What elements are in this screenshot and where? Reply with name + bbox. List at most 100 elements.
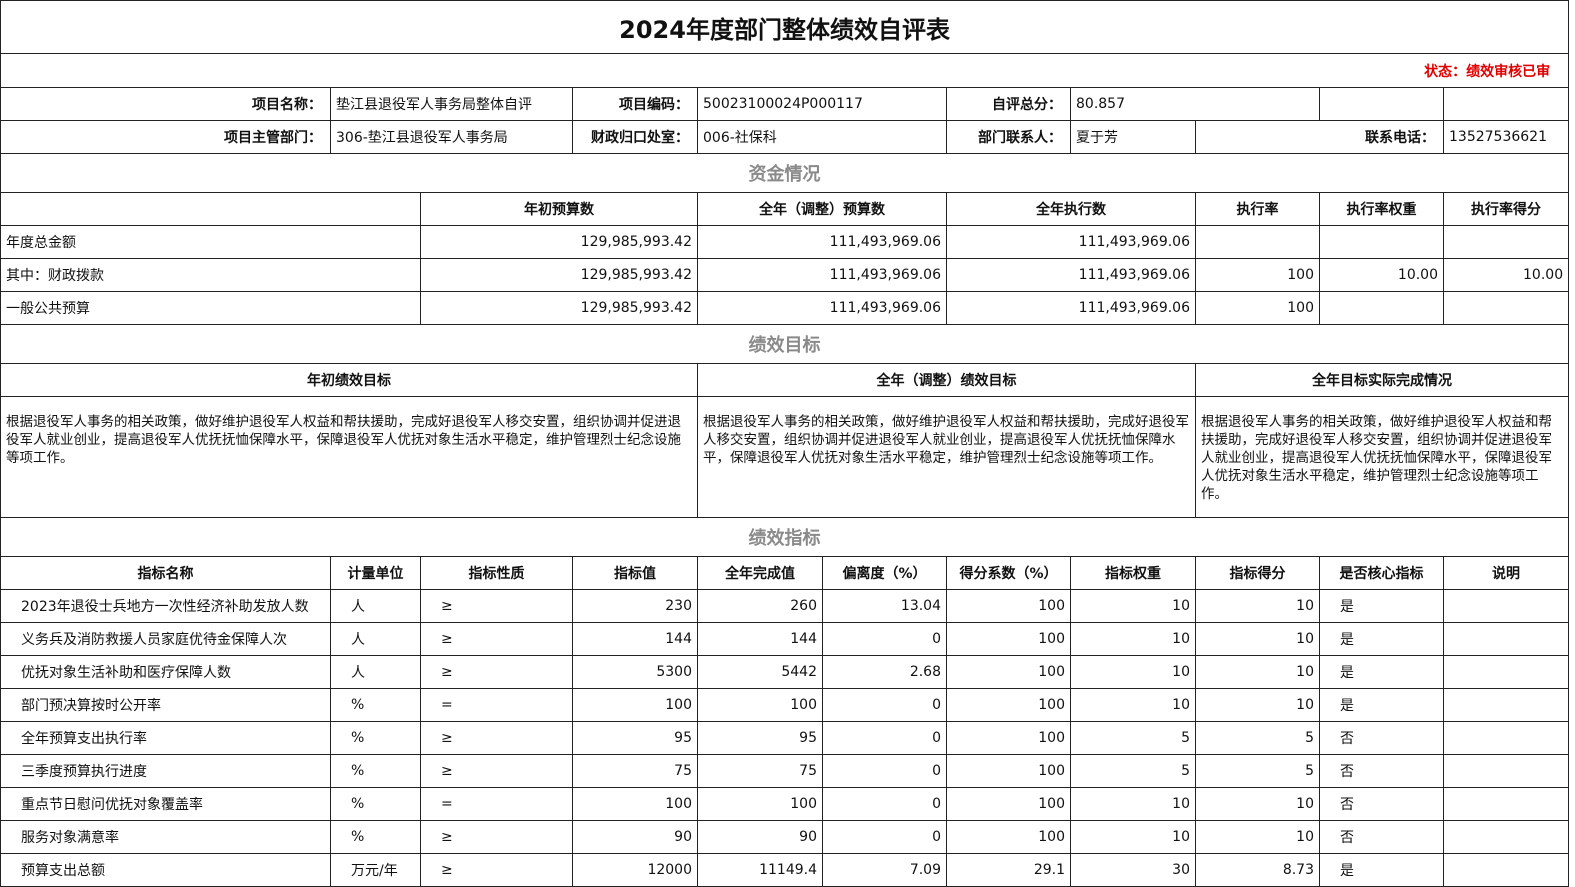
indicator-cell: 10 [1070,589,1196,623]
label: 项目编码： [572,87,698,121]
column-header: 全年（调整）绩效目标 [697,363,1196,397]
indicator-cell: 10 [1070,820,1196,854]
column-header: 说明 [1442,556,1570,590]
indicator-cell: 10 [1195,820,1320,854]
indicator-cell: 是 [1319,655,1444,689]
indicator-cell: % [330,721,421,755]
amount: 100 [1195,291,1320,325]
indicator-cell: 100 [946,820,1071,854]
indicator-cell: 10 [1195,622,1320,656]
indicator-cell: % [330,754,421,788]
indicator-cell [1442,754,1570,788]
indicator-cell: 部门预决算按时公开率 [0,688,331,722]
indicator-cell: 8.73 [1195,853,1320,887]
value: 13527536621 [1442,120,1570,154]
indicator-cell: 人 [330,589,421,623]
indicator-row: 预算支出总额 万元/年 ≥12000 11149.4 7.09 29.1 30 8.73 是 [0,853,1570,887]
indicator-cell: 是 [1319,589,1444,623]
indicator-cell [1442,688,1570,722]
column-header: 计量单位 [330,556,421,590]
column-header: 指标权重 [1070,556,1196,590]
indicator-cell: 12000 [572,853,698,887]
indicator-cell: ≥ [420,754,573,788]
column-header: 执行率 [1195,192,1320,226]
indicator-cell: 5 [1070,754,1196,788]
section-row: 绩效目标 [0,324,1570,364]
amount: 129,985,993.42 [420,291,698,325]
indicator-cell: 100 [946,754,1071,788]
label: 财政归口处室： [572,120,698,154]
section-title: 资金情况 [0,153,1570,193]
indicator-cell: 13.04 [822,589,947,623]
indicator-cell: 否 [1319,721,1444,755]
header-row: 年初预算数 全年（调整）预算数 全年执行数 执行率 执行率权重 执行率得分 [0,192,1570,226]
indicator-cell: 万元/年 [330,853,421,887]
column-header: 是否核心指标 [1319,556,1444,590]
cell [1319,87,1444,121]
indicator-cell: 是 [1319,853,1444,887]
indicator-cell: 5300 [572,655,698,689]
column-header: 执行率得分 [1442,192,1570,226]
indicator-cell: 0 [822,721,947,755]
indicator-cell: 30 [1070,853,1196,887]
column-header: 全年（调整）预算数 [697,192,947,226]
column-header: 得分系数（%） [946,556,1071,590]
indicator-cell: 三季度预算执行进度 [0,754,331,788]
amount [1442,291,1570,325]
indicator-row: 三季度预算执行进度% ≥75 75 0 100 5 5 否 [0,754,1570,788]
value: 006-社保科 [697,120,947,154]
indicator-cell: 29.1 [946,853,1071,887]
column-header: 全年目标实际完成情况 [1194,363,1570,397]
indicator-cell [1442,820,1570,854]
label: 自评总分： [946,87,1071,121]
indicator-cell: 95 [572,721,698,755]
indicator-cell: 100 [572,787,698,821]
indicator-cell [1442,655,1570,689]
indicator-cell: 100 [946,622,1071,656]
info-row: 项目名称： 垫江县退役军人事务局整体自评 项目编码： 50023100024P0001… [0,87,1570,121]
indicator-cell: 75 [697,754,823,788]
indicator-cell: 100 [946,787,1071,821]
indicator-cell: 10 [1195,688,1320,722]
indicator-cell: % [330,688,421,722]
funds-row: 年度总金额 129,985,993.42 111,493,969.06 111,493… [0,225,1570,259]
column-header: 全年执行数 [946,192,1196,226]
indicator-cell: ≥ [420,622,573,656]
indicator-cell: 100 [946,688,1071,722]
indicator-cell [1442,721,1570,755]
row-label: 一般公共预算 [0,291,421,325]
indicator-row: 优抚对象生活补助和医疗保障人数人 ≥5300 5442 2.68 100 10 10 是 [0,655,1570,689]
column-header: 指标名称 [0,556,331,590]
goals-row: 根据退役军人事务的相关政策，做好维护退役军人权益和帮扶援助，完成好退役军人移交安… [0,396,1570,518]
indicator-cell: 优抚对象生活补助和医疗保障人数 [0,655,331,689]
indicator-cell: 10 [1195,589,1320,623]
amount: 111,493,969.06 [946,258,1196,292]
indicator-cell: = [420,787,573,821]
indicator-cell: 5442 [697,655,823,689]
indicator-cell: 100 [946,721,1071,755]
indicator-cell: % [330,787,421,821]
indicator-row: 义务兵及消防救援人员家庭优待金保障人次人 ≥144 144 0 100 10 10 是 [0,622,1570,656]
amount [1319,225,1444,259]
indicator-cell: ≥ [420,721,573,755]
indicator-cell: 95 [697,721,823,755]
indicator-row: 部门预决算按时公开率% = 100 100 0 100 10 10 是 [0,688,1570,722]
indicator-cell: 否 [1319,820,1444,854]
indicator-row: 全年预算支出执行率% ≥95 95 0 100 5 5 否 [0,721,1570,755]
indicator-cell: 144 [572,622,698,656]
indicator-cell: 2.68 [822,655,947,689]
amount [1319,291,1444,325]
column-header: 年初预算数 [420,192,698,226]
column-header: 年初绩效目标 [0,363,698,397]
info-row: 项目主管部门： 306-垫江县退役军人事务局 财政归口处室： 006-社保科 部门联系人… [0,120,1570,154]
indicator-cell: 重点节日慰问优抚对象覆盖率 [0,787,331,821]
indicator-cell: 100 [946,589,1071,623]
row-label: 年度总金额 [0,225,421,259]
amount: 111,493,969.06 [946,291,1196,325]
section-title: 绩效指标 [0,517,1570,557]
indicator-cell: = [420,688,573,722]
indicator-cell: % [330,820,421,854]
indicator-cell: ≥ [420,820,573,854]
indicator-cell: 100 [697,787,823,821]
